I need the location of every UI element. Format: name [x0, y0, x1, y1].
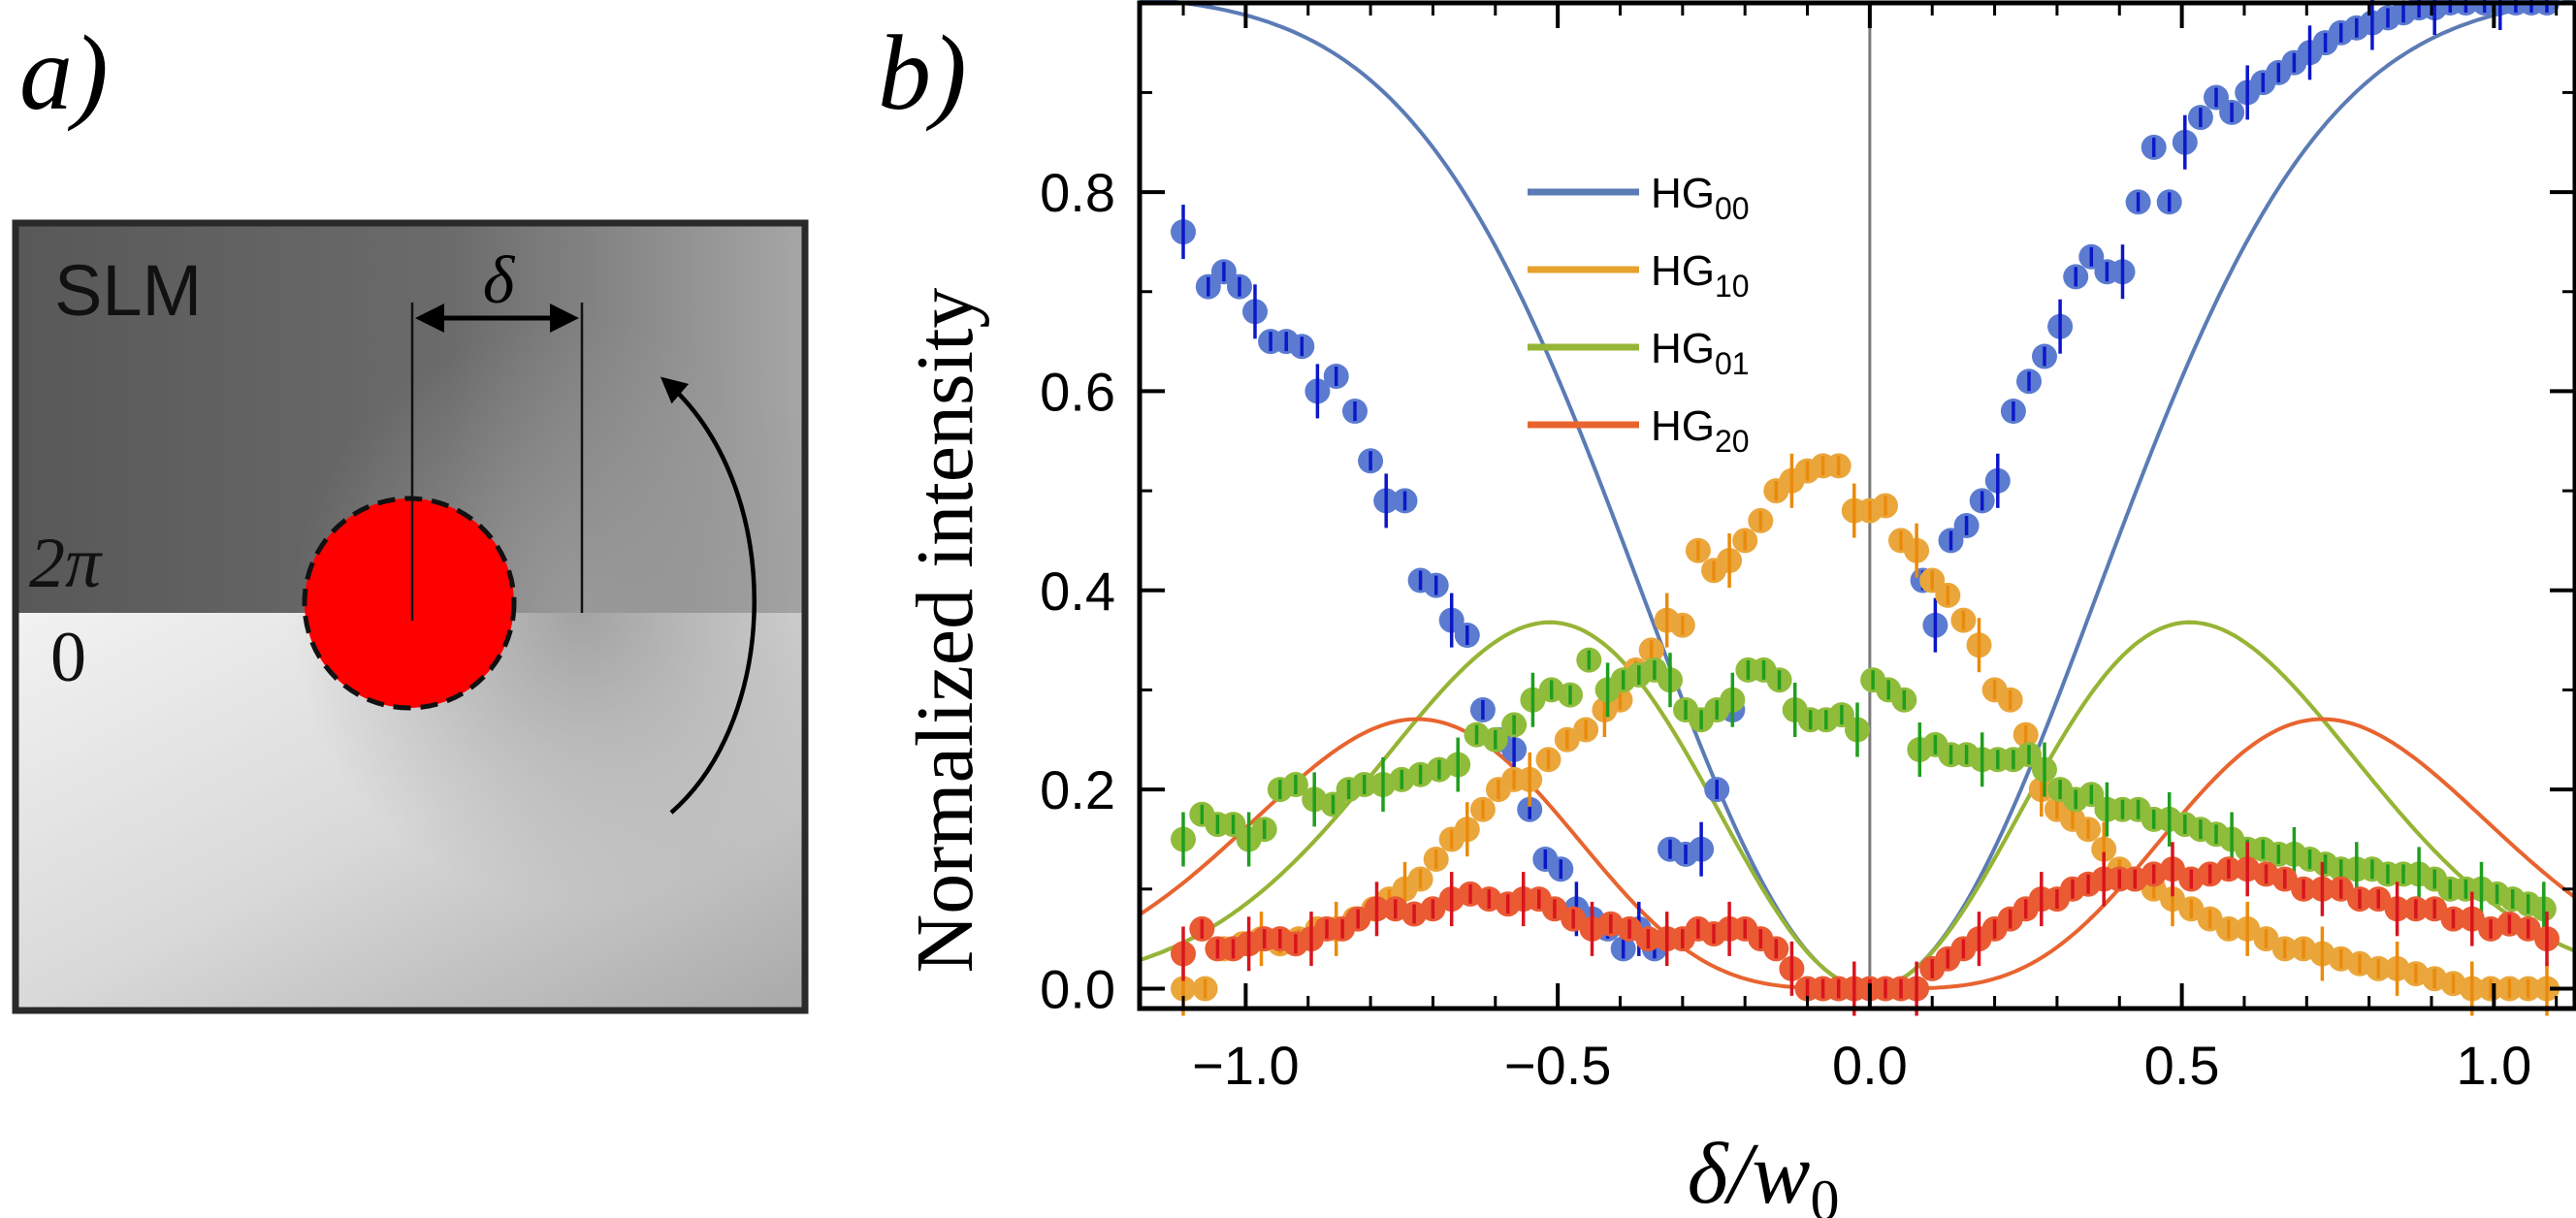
- x-tick-label: 1.0: [2456, 1035, 2531, 1096]
- plot-frame: [1137, 0, 2576, 1011]
- y-tick-label: 0.6: [1040, 361, 1115, 422]
- x-tick-label: −0.5: [1504, 1035, 1612, 1096]
- legend-label: HG10: [1651, 247, 1750, 304]
- tick-labels: −1.0 −0.5 0.0 0.5 1.0 0.0 0.2 0.4 0.6 0.8: [1040, 162, 2531, 1096]
- series-HG20: [1171, 842, 2560, 1016]
- legend-item-HG00: HG00: [1528, 170, 1750, 226]
- fit-HG01: [1139, 620, 2576, 991]
- legend-item-HG20: HG20: [1528, 402, 1750, 459]
- legend-label: HG01: [1651, 325, 1750, 381]
- panel-b: b) −1.0 −0.5 0.0 0.5 1.0 0.0 0.2 0.4 0.6 0.8 HG00…: [878, 0, 2576, 1218]
- y-tick-label: 0.8: [1040, 162, 1115, 223]
- slm-label: SLM: [54, 250, 202, 331]
- tick-marks: [1140, 3, 2575, 1009]
- series-HG01: [1171, 647, 2557, 937]
- legend-label: HG20: [1651, 402, 1750, 459]
- fit-HG00: [1139, 0, 2576, 991]
- fit-HG20: [1138, 717, 2576, 991]
- rotation-arrow: [660, 376, 757, 815]
- legend-label: HG00: [1651, 170, 1750, 226]
- y-tick-label: 0.2: [1040, 759, 1115, 820]
- x-tick-label: 0.0: [1832, 1035, 1908, 1096]
- fit-HG10: [1139, 620, 2576, 991]
- legend-item-HG01: HG01: [1528, 325, 1750, 381]
- phase-2pi-label: 2π: [29, 524, 103, 603]
- legend: HG00 HG10 HG01 HG20: [1528, 170, 1750, 459]
- series-HG00: [1171, 0, 2560, 962]
- fit-curves: [1138, 0, 2576, 991]
- y-axis-label: Normalized intensity: [900, 288, 990, 974]
- beam-spot: [302, 496, 517, 711]
- phase-0-label: 0: [50, 618, 86, 697]
- x-axis-label: δ/w0: [1688, 1126, 1840, 1218]
- x-tick-label: 0.5: [2144, 1035, 2220, 1096]
- delta-label: δ: [483, 243, 516, 318]
- x-tick-label: −1.0: [1192, 1035, 1300, 1096]
- panel-a: a) SLM 2π 0 δ: [12, 14, 809, 1014]
- y-tick-label: 0.4: [1040, 561, 1115, 622]
- data-points: [1171, 0, 2560, 1016]
- y-tick-label: 0.0: [1040, 958, 1115, 1019]
- panel-a-label: a): [19, 14, 109, 132]
- panel-b-label: b): [878, 14, 967, 132]
- plot-axes: [1137, 0, 2576, 1011]
- legend-item-HG10: HG10: [1528, 247, 1750, 304]
